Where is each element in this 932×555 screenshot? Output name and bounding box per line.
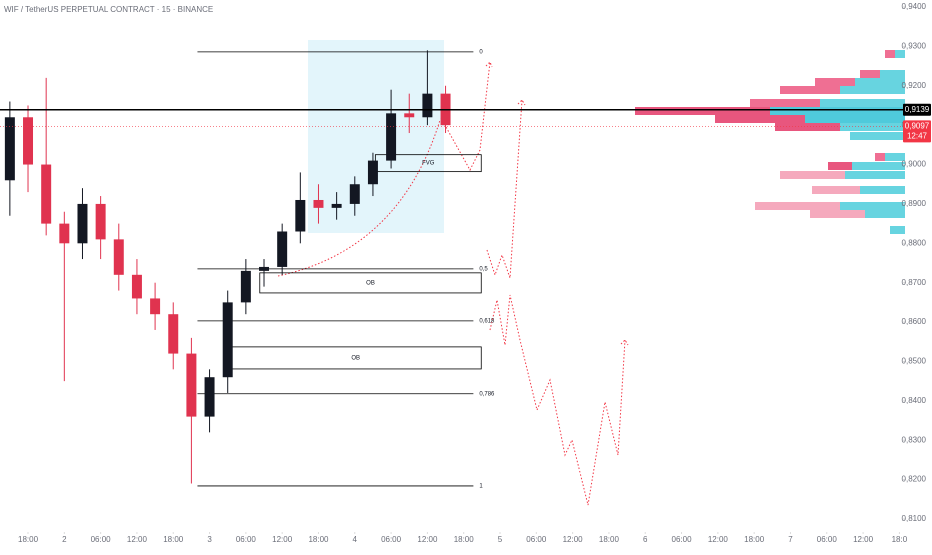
zone-label: FVG	[422, 161, 435, 167]
candle-body	[131, 274, 142, 299]
x-tick-label: 12:00	[563, 535, 584, 544]
y-tick-label: 0,8600	[902, 317, 927, 326]
zone-label: OB	[366, 280, 375, 286]
candle-body	[386, 113, 397, 161]
x-tick-label: 06:00	[91, 535, 112, 544]
x-tick-label: 7	[788, 535, 793, 544]
y-tick-label: 0,9200	[902, 81, 927, 90]
x-tick-label: 06:00	[672, 535, 693, 544]
y-tick-label: 0,8400	[902, 396, 927, 405]
y-tick-label: 0,9000	[902, 160, 927, 169]
zone	[259, 272, 482, 294]
candle-body	[404, 113, 415, 118]
volume-profile	[635, 50, 905, 234]
x-tick-label: 06:00	[381, 535, 402, 544]
y-tick-label: 0,8200	[902, 475, 927, 484]
x-tick-label: 12:00	[127, 535, 148, 544]
candle-body	[295, 199, 306, 232]
x-tick-label: 18:00	[18, 535, 39, 544]
fib-label: 0,5	[479, 266, 488, 272]
x-tick-label: 5	[498, 535, 503, 544]
price-tag-label: 0,9139	[905, 105, 930, 114]
x-tick-label: 2	[62, 535, 67, 544]
x-tick-label: 6	[643, 535, 648, 544]
candle-body	[313, 199, 324, 208]
x-tick-label: 06:00	[236, 535, 257, 544]
x-tick-label: 12:00	[272, 535, 293, 544]
x-tick-label: 12:00	[853, 535, 874, 544]
zone-label: OB	[351, 355, 360, 361]
candle-body	[259, 266, 270, 271]
y-tick-label: 0,8900	[902, 199, 927, 208]
candle-body	[150, 298, 161, 315]
candle-body	[23, 117, 34, 165]
candle-body	[422, 93, 433, 118]
x-tick-label: 18:00	[308, 535, 329, 544]
candle-body	[367, 160, 378, 185]
candle-body	[240, 270, 251, 303]
y-tick-label: 0,8100	[902, 514, 927, 523]
price-tag	[903, 120, 931, 143]
y-tick-label: 0,8500	[902, 357, 927, 366]
candle-body	[204, 377, 215, 417]
y-tick-label: 0,9300	[902, 41, 927, 50]
candle-body	[349, 184, 360, 204]
fib-label: 0,618	[479, 318, 495, 324]
y-tick-label: 0,8300	[902, 435, 927, 444]
x-tick-label: 18:00	[163, 535, 184, 544]
highlight-range	[308, 40, 444, 233]
x-tick-label: 06:00	[817, 535, 838, 544]
candle-body	[277, 231, 288, 267]
chart-title: WIF / TetherUS PERPETUAL CONTRACT · 15 ·…	[4, 5, 213, 14]
projection	[277, 61, 629, 506]
y-tick-label: 0,9400	[902, 2, 927, 11]
fib-label: 0	[479, 49, 483, 55]
x-tick-label: 4	[353, 535, 358, 544]
fib-label: 0,786	[479, 391, 495, 397]
x-tick-label: 3	[207, 535, 212, 544]
x-tick-label: 18:00	[599, 535, 620, 544]
candle-body	[331, 203, 342, 208]
candle-body	[113, 239, 124, 275]
y-tick-label: 0,8800	[902, 238, 927, 247]
price-tag-label: 0,9097	[905, 121, 930, 130]
x-tick-label: 12:00	[417, 535, 438, 544]
price-countdown: 12:47	[907, 131, 928, 140]
x-tick-label: 12:00	[708, 535, 729, 544]
y-tick-label: 0,8700	[902, 278, 927, 287]
x-tick-label: 18:0	[892, 535, 908, 544]
candle-body	[59, 223, 70, 244]
candle-body	[77, 203, 88, 244]
x-tick-label: 18:00	[744, 535, 765, 544]
candle-body	[168, 314, 179, 354]
candle-body	[222, 302, 233, 378]
candle-body	[4, 117, 15, 181]
price-tag	[903, 103, 931, 116]
candle-body	[186, 353, 197, 417]
fib-label: 1	[479, 483, 483, 489]
candle-body	[95, 203, 106, 240]
candle-body	[41, 164, 52, 224]
x-tick-label: 06:00	[526, 535, 547, 544]
x-tick-label: 18:00	[454, 535, 475, 544]
